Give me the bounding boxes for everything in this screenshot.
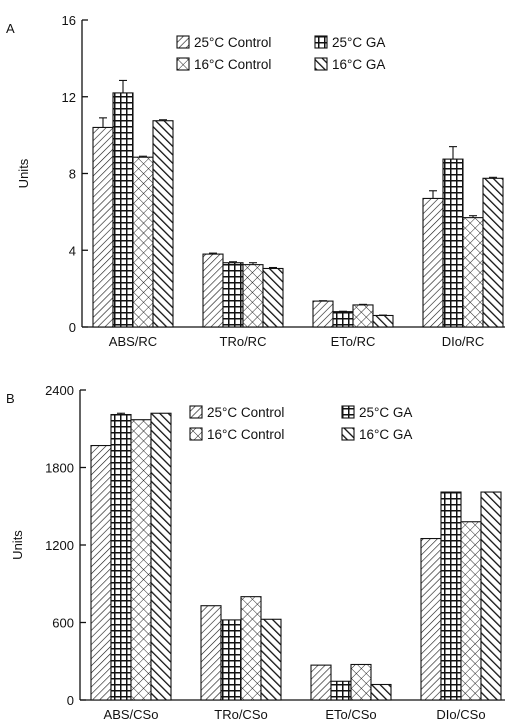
panel-label-b: B [6, 391, 15, 406]
bar-a-1-1 [222, 262, 244, 328]
legend-swatch [314, 35, 328, 49]
legend-label: 25°C Control [207, 405, 284, 420]
bar-b-2-1 [330, 680, 352, 701]
bar-b-0-3 [150, 412, 172, 701]
legend-label: 25°C GA [332, 35, 385, 50]
bar-b-3-1 [440, 491, 462, 701]
legend-swatch [189, 427, 203, 441]
bar-a-2-3 [372, 314, 394, 328]
y-tick-label: 16 [62, 13, 76, 28]
x-category-label: ETo/CSo [325, 707, 376, 722]
chart-panel-b: B 0 600 1200 1800 2400 Units ABS/CSo TRo/CSo ETo/… [6, 383, 505, 722]
x-category-label: TRo/RC [220, 334, 267, 349]
bar-b-0-1 [110, 413, 132, 701]
bar-a-1-3 [262, 267, 284, 328]
legend-label: 25°C GA [359, 405, 412, 420]
y-tick-label: 600 [52, 616, 74, 631]
y-tick-label: 12 [62, 90, 76, 105]
bar-b-3-0 [420, 537, 442, 701]
bar-b-1-0 [200, 605, 222, 701]
y-axis-label: Units [16, 158, 31, 188]
y-axis-label: Units [10, 530, 25, 560]
x-category-label: TRo/CSo [214, 707, 267, 722]
bar-b-1-3 [260, 618, 282, 701]
panel-label-a: A [6, 21, 15, 36]
legend-label: 16°C Control [194, 57, 271, 72]
bar-a-1-2 [242, 264, 264, 328]
legend-swatch [176, 57, 190, 71]
bar-a-3-0 [422, 197, 444, 328]
bar-a-0-2 [132, 156, 154, 328]
legend-swatch [314, 57, 328, 71]
y-tick-label: 1800 [45, 461, 74, 476]
x-category-label: DIo/CSo [436, 707, 485, 722]
legend-label: 16°C Control [207, 427, 284, 442]
bar-a-3-3 [482, 177, 504, 328]
legend-label: 16°C GA [332, 57, 385, 72]
bar-a-2-2 [352, 304, 374, 328]
legend-label: 25°C Control [194, 35, 271, 50]
bar-a-0-0 [92, 126, 114, 328]
x-category-label: ETo/RC [331, 334, 376, 349]
bar-b-2-2 [350, 663, 372, 701]
bar-b-3-3 [480, 491, 502, 701]
bar-b-3-2 [460, 521, 482, 701]
bar-b-1-1 [220, 619, 242, 701]
bar-a-1-0 [202, 253, 224, 328]
x-category-label: ABS/CSo [104, 707, 159, 722]
y-tick-label: 1200 [45, 538, 74, 553]
bar-a-2-1 [332, 311, 354, 328]
bar-a-3-2 [462, 217, 484, 328]
x-category-label: DIo/RC [442, 334, 485, 349]
legend-swatch [176, 35, 190, 49]
bar-b-0-2 [130, 419, 152, 701]
x-category-label: ABS/RC [109, 334, 157, 349]
bar-b-0-0 [90, 444, 112, 701]
bar-b-2-3 [370, 683, 392, 701]
y-tick-label: 0 [69, 320, 76, 335]
bar-a-3-1 [442, 158, 464, 328]
legend-swatch [189, 405, 203, 419]
y-tick-label: 8 [69, 167, 76, 182]
y-tick-label: 4 [69, 243, 76, 258]
bar-a-2-0 [312, 300, 334, 328]
bar-a-0-3 [152, 120, 174, 328]
bar-b-1-2 [240, 596, 262, 701]
y-tick-label: 2400 [45, 383, 74, 398]
legend-label: 16°C GA [359, 427, 412, 442]
legend-swatch [341, 405, 355, 419]
bar-a-0-1 [112, 92, 134, 328]
y-tick-label: 0 [67, 693, 74, 708]
chart-panel-a: A 0 4 8 12 16 Units ABS/RC TRo/RC ETo/RC DIo/RC 25°… [6, 13, 505, 349]
bar-b-2-0 [310, 664, 332, 701]
legend-swatch [341, 427, 355, 441]
